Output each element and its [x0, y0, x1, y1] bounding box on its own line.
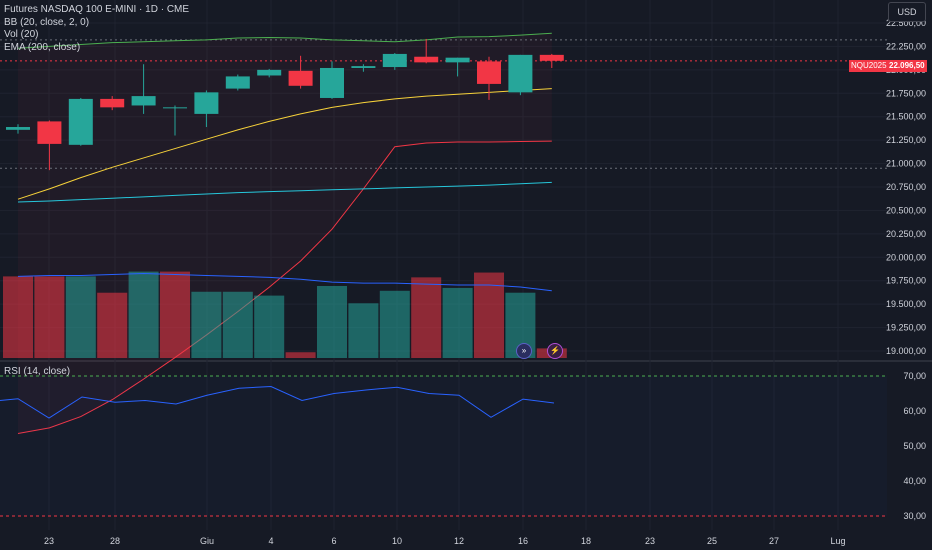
currency-button[interactable]: USD	[888, 2, 926, 22]
y-tick-label: 19.250,00	[886, 323, 926, 333]
rsi-legend[interactable]: RSI (14, close)	[4, 366, 71, 377]
y-tick-label: 19.000,00	[886, 346, 926, 356]
rsi-y-tick-label: 30,00	[903, 511, 926, 521]
y-tick-label: 21.000,00	[886, 159, 926, 169]
y-tick-label: 20.250,00	[886, 229, 926, 239]
rsi-y-tick-label: 70,00	[903, 371, 926, 381]
x-tick-label: Lug	[830, 536, 845, 546]
volume-bar	[3, 276, 33, 358]
x-tick-label: 25	[707, 536, 717, 546]
y-tick-label: 20.000,00	[886, 252, 926, 262]
candle-body	[257, 69, 282, 76]
candle-body	[68, 98, 93, 145]
x-tick-label: Giu	[200, 536, 214, 546]
candle-body	[477, 61, 501, 84]
candle-body	[131, 96, 156, 106]
rsi-y-tick-label: 40,00	[903, 476, 926, 486]
volume-ma-line	[17, 273, 552, 292]
volume-bar	[348, 303, 379, 358]
bb-middle-line	[17, 88, 552, 200]
x-tick-label: 23	[44, 536, 54, 546]
x-tick-label: 18	[581, 536, 591, 546]
earnings-event-icon[interactable]: ⚡	[547, 343, 563, 359]
pane-separator	[0, 360, 932, 362]
rsi-band-fill	[0, 376, 887, 516]
candle-body	[539, 54, 564, 61]
legend-vol[interactable]: Vol (20)	[4, 29, 39, 40]
candle-body	[100, 98, 125, 108]
volume-bar	[285, 352, 316, 358]
bb-lower-line	[17, 140, 552, 434]
chart-legend: Futures NASDAQ 100 E-MINI · 1D · CME BB …	[4, 4, 189, 54]
volume-bar	[65, 276, 96, 358]
x-tick-label: 12	[454, 536, 464, 546]
volume-bar	[222, 291, 253, 358]
symbol-price-badge: NQU2025	[849, 60, 889, 72]
legend-title: Futures NASDAQ 100 E-MINI · 1D · CME	[4, 4, 190, 15]
candle-body	[445, 57, 470, 63]
y-tick-label: 21.250,00	[886, 135, 926, 145]
x-tick-label: 10	[392, 536, 402, 546]
volume-bar	[317, 286, 347, 358]
x-tick-label: 28	[110, 536, 120, 546]
candle-body	[37, 121, 62, 144]
rsi-line	[0, 385, 555, 419]
legend-bb[interactable]: BB (20, close, 2, 0)	[4, 16, 90, 28]
rsi-y-tick-label: 60,00	[903, 406, 926, 416]
volume-bar	[379, 290, 410, 358]
candle-body	[194, 92, 219, 114]
volume-bar	[97, 292, 128, 358]
y-tick-label: 22.500,00	[886, 18, 926, 28]
x-tick-label: 6	[331, 536, 336, 546]
volume-bar	[254, 295, 285, 358]
volume-bar	[442, 287, 473, 358]
y-tick-label: 21.500,00	[886, 112, 926, 122]
dividend-event-icon[interactable]: »	[516, 343, 532, 359]
x-tick-label: 16	[518, 536, 528, 546]
x-tick-label: 27	[769, 536, 779, 546]
candle-body	[225, 76, 250, 89]
volume-bar	[34, 276, 65, 358]
x-tick-label: 23	[645, 536, 655, 546]
candle-body	[288, 70, 313, 86]
candle-body	[6, 127, 30, 130]
volume-bar	[128, 271, 159, 358]
volume-bar	[160, 271, 190, 358]
candle-body	[320, 67, 344, 98]
rsi-y-tick-label: 50,00	[903, 441, 926, 451]
last-price-badge: 22.096,50	[887, 60, 927, 72]
y-tick-label: 22.250,00	[886, 41, 926, 51]
bb-upper-line	[17, 32, 552, 49]
candle-body	[382, 53, 407, 68]
candle-body	[508, 54, 533, 93]
ema200-line	[17, 181, 552, 203]
candle-body	[414, 56, 439, 63]
volume-bar	[191, 291, 222, 358]
volume-bar	[474, 272, 504, 358]
legend-ema[interactable]: EMA (200, close)	[4, 41, 81, 53]
y-tick-label: 21.750,00	[886, 88, 926, 98]
y-tick-label: 20.500,00	[886, 205, 926, 215]
x-tick-label: 4	[268, 536, 273, 546]
y-tick-label: 19.500,00	[886, 299, 926, 309]
candle-body	[163, 107, 187, 109]
y-tick-label: 19.750,00	[886, 276, 926, 286]
candle-body	[351, 66, 376, 68]
volume-bar	[411, 277, 442, 358]
y-tick-label: 20.750,00	[886, 182, 926, 192]
